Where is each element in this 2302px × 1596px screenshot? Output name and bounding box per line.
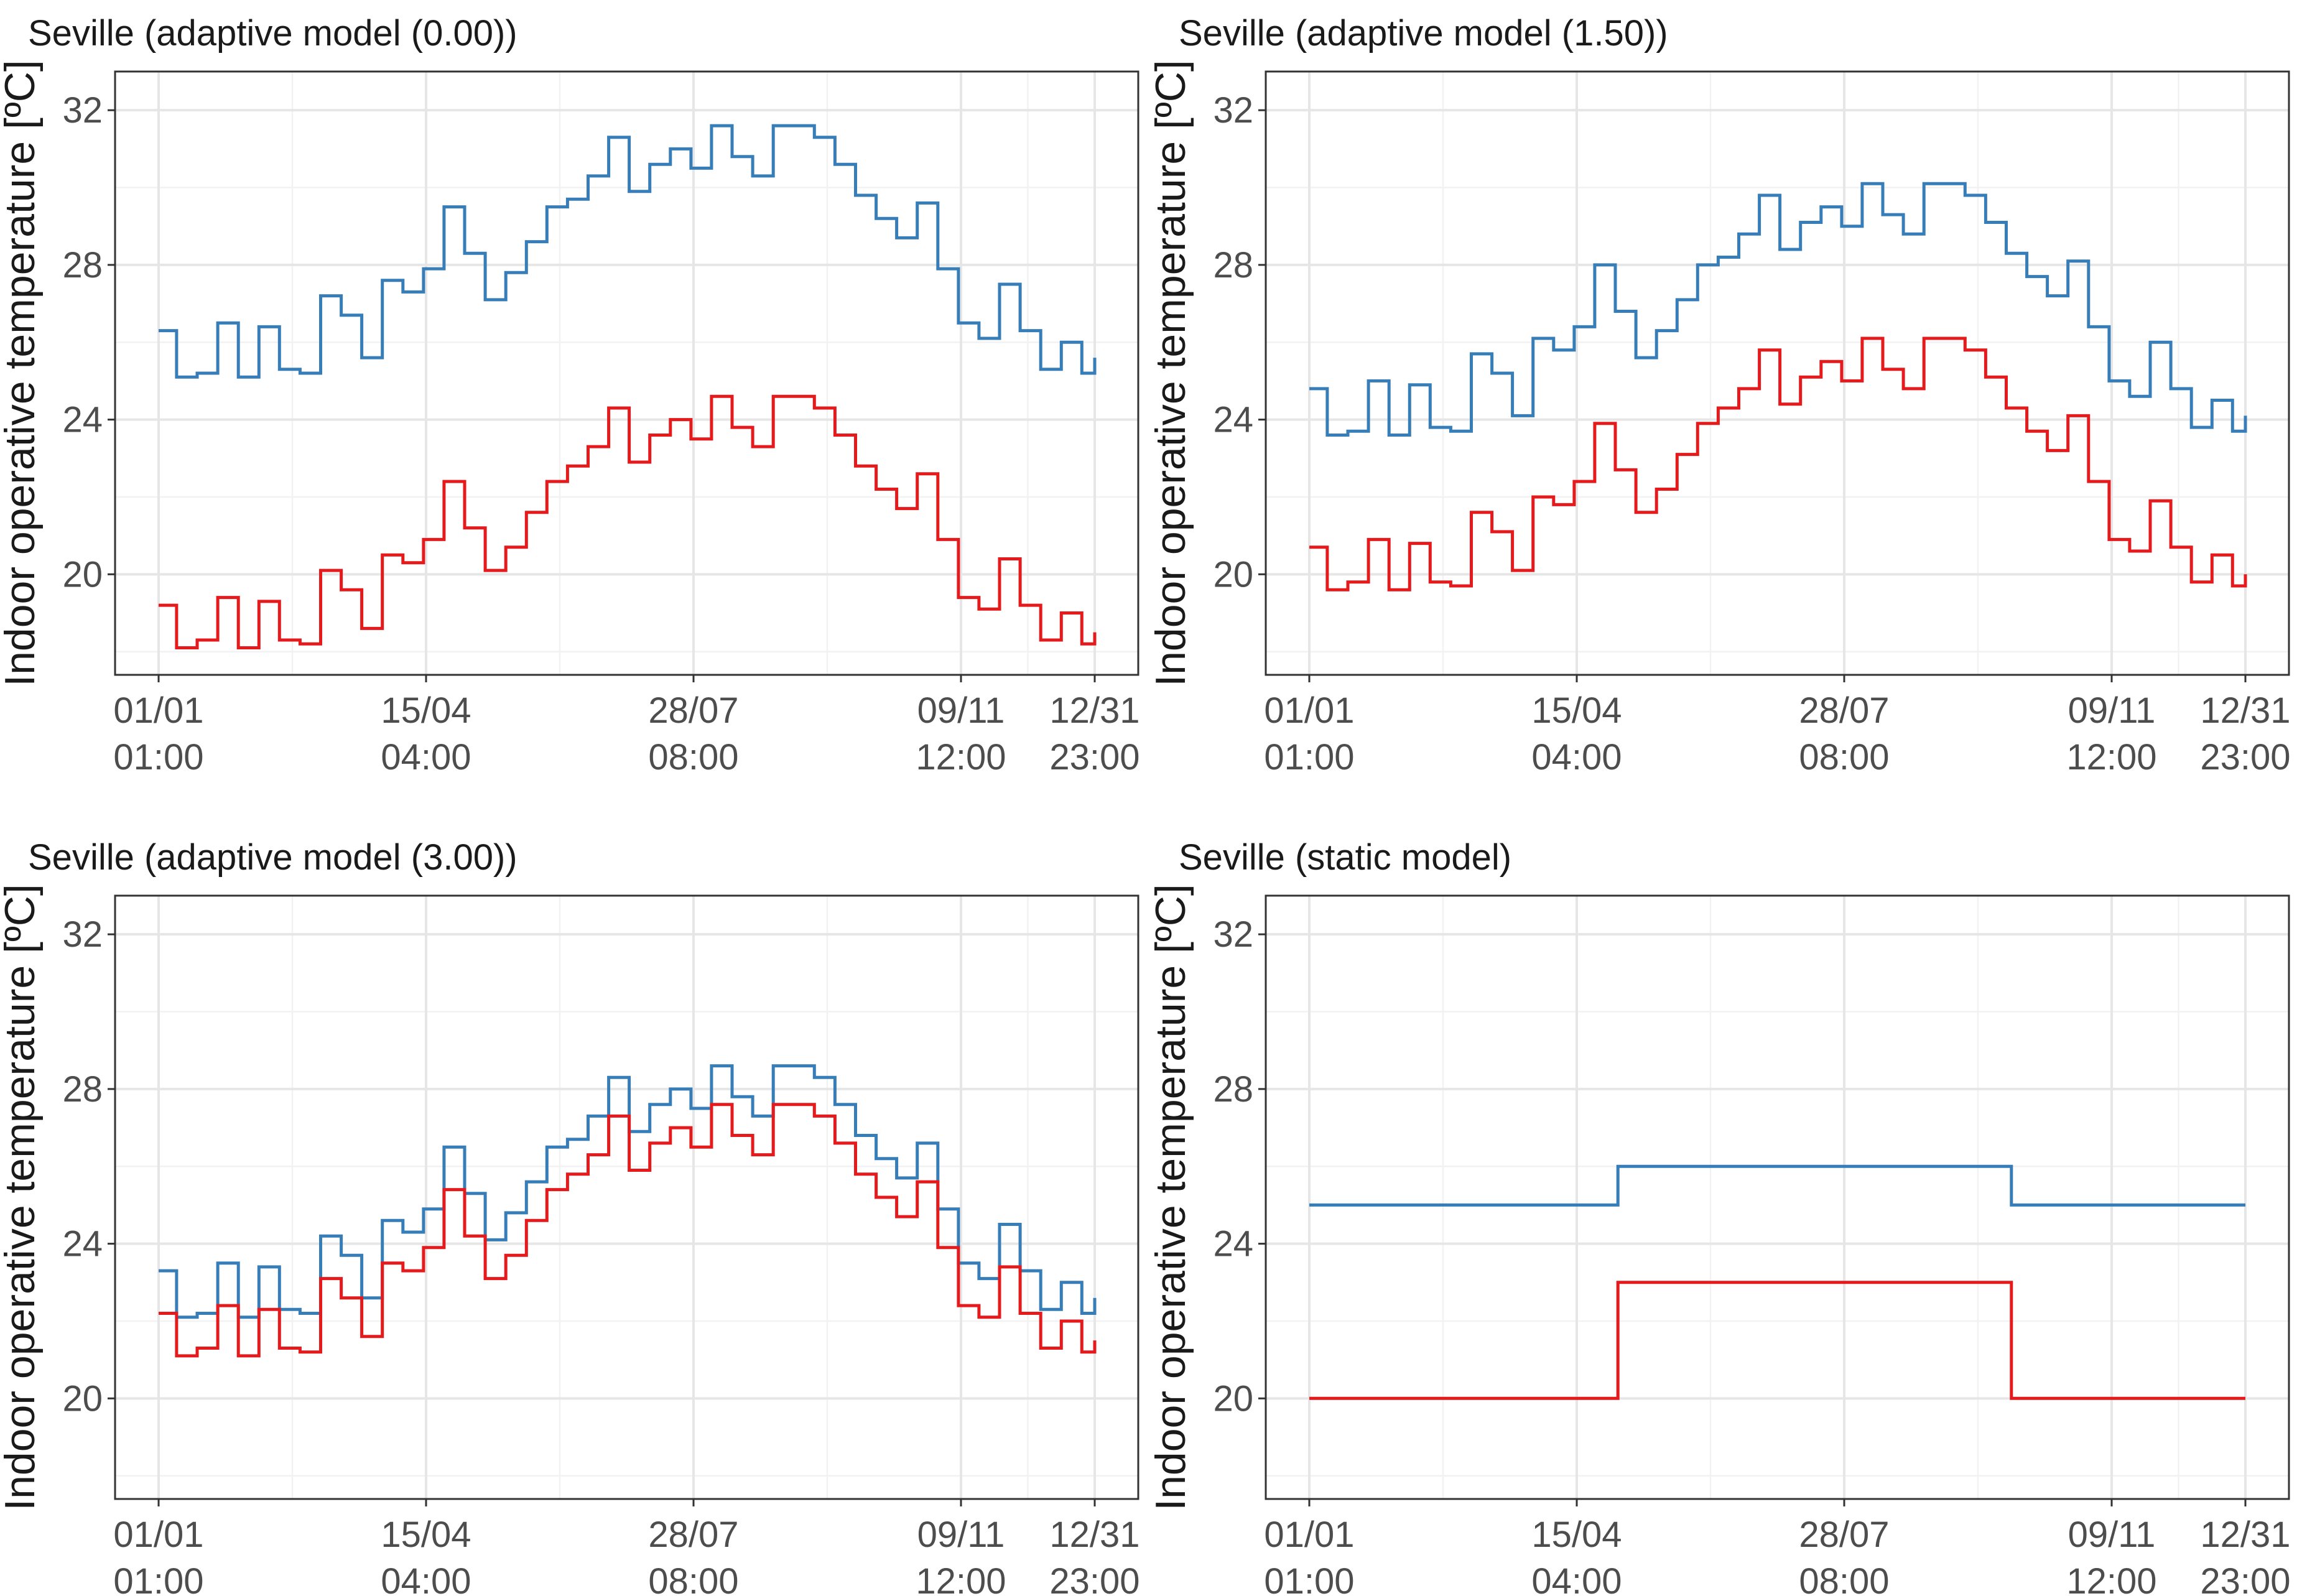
x-tick-label-time: 08:00 — [1799, 1561, 1889, 1596]
x-tick-label-time: 12:00 — [2066, 1561, 2156, 1596]
x-tick-label-time: 04:00 — [1531, 1561, 1622, 1596]
x-tick-label-time: 23:00 — [1049, 737, 1139, 777]
x-tick-label-time: 08:00 — [648, 1561, 738, 1596]
y-axis-label: Indoor operative temperature [ºC] — [0, 884, 44, 1511]
series-line-lower — [1309, 336, 2247, 592]
x-tick-label-date: 15/04 — [381, 690, 471, 731]
panel-frame — [114, 70, 1139, 676]
x-tick-label-date: 09/11 — [2068, 690, 2156, 731]
y-tick-label: 28 — [1213, 1069, 1253, 1110]
panel-title: Seville (static model) — [1179, 837, 1511, 878]
y-tick-label: 20 — [62, 1378, 103, 1419]
panel-frame — [1265, 894, 2290, 1500]
y-axis-label: Indoor operative temperature [ºC] — [1147, 884, 1194, 1511]
x-tick-label-date: 09/11 — [2068, 1515, 2156, 1555]
x-tick-label-date: 28/07 — [648, 1515, 738, 1555]
panel-frame — [1265, 70, 2290, 676]
series-line-lower — [159, 1103, 1097, 1358]
x-tick-label-time: 23:00 — [2200, 737, 2290, 777]
x-tick-label-date: 12/31 — [1049, 690, 1139, 731]
panel-title: Seville (adaptive model (1.50)) — [1179, 13, 1668, 53]
x-tick-label-time: 08:00 — [648, 737, 738, 777]
x-tick-label-date: 15/04 — [381, 1515, 471, 1555]
x-tick-label-date: 15/04 — [1531, 1515, 1622, 1555]
y-axis-label: Indoor operative temperature [ºC] — [1147, 60, 1194, 687]
series-line-lower — [1309, 1281, 2245, 1400]
x-tick-label-time: 01:00 — [1264, 737, 1354, 777]
x-tick-label-time: 01:00 — [113, 1561, 203, 1596]
x-tick-label-date: 01/01 — [1264, 690, 1354, 731]
panel-title: Seville (adaptive model (3.00)) — [28, 837, 517, 878]
panel-title: Seville (adaptive model (0.00)) — [28, 13, 517, 53]
panel-frame — [114, 894, 1139, 1500]
x-tick-label-time: 01:00 — [113, 737, 203, 777]
y-tick-label: 32 — [62, 90, 103, 131]
x-tick-label-time: 08:00 — [1799, 737, 1889, 777]
x-tick-label-date: 01/01 — [113, 690, 203, 731]
series-line-upper — [1309, 1164, 2245, 1207]
panel-static: Seville (static model) 20 24 28 32 01/01 01:00… — [1147, 837, 2291, 1596]
y-tick-label: 32 — [1213, 90, 1253, 131]
x-tick-label-time: 04:00 — [381, 737, 471, 777]
x-tick-label-time: 01:00 — [1264, 1561, 1354, 1596]
x-tick-label-time: 12:00 — [2066, 737, 2156, 777]
x-tick-label-date: 09/11 — [917, 1515, 1005, 1555]
x-tick-label-time: 12:00 — [916, 737, 1006, 777]
y-tick-label: 20 — [1213, 554, 1253, 595]
y-tick-label: 20 — [1213, 1378, 1253, 1419]
x-tick-label-time: 23:00 — [2200, 1561, 2290, 1596]
y-tick-label: 28 — [1213, 245, 1253, 285]
x-tick-label-date: 01/01 — [113, 1515, 203, 1555]
y-axis-label: Indoor operative temperature [ºC] — [0, 60, 44, 687]
y-tick-label: 24 — [1213, 1224, 1253, 1264]
panel-adaptive-0-00: Seville (adaptive model (0.00)) 20 24 28 32 0… — [0, 13, 1140, 777]
x-tick-label-time: 23:00 — [1049, 1561, 1139, 1596]
panel-adaptive-3-00: Seville (adaptive model (3.00)) 20 24 28 32 0… — [0, 837, 1140, 1596]
x-tick-label-time: 12:00 — [916, 1561, 1006, 1596]
x-tick-label-date: 28/07 — [1799, 690, 1889, 731]
x-tick-label-time: 04:00 — [1531, 737, 1622, 777]
x-tick-label-date: 28/07 — [1799, 1515, 1889, 1555]
x-tick-label-date: 12/31 — [2200, 690, 2290, 731]
y-tick-label: 32 — [1213, 914, 1253, 955]
y-tick-label: 24 — [62, 1224, 103, 1264]
series-line-upper — [1309, 182, 2247, 437]
y-tick-label: 20 — [62, 554, 103, 595]
y-tick-label: 24 — [1213, 400, 1253, 440]
y-tick-label: 28 — [62, 1069, 103, 1110]
x-tick-label-date: 28/07 — [648, 690, 738, 731]
x-tick-label-date: 09/11 — [917, 690, 1005, 731]
x-tick-label-time: 04:00 — [381, 1561, 471, 1596]
y-tick-label: 28 — [62, 245, 103, 285]
y-tick-label: 24 — [62, 400, 103, 440]
series-line-lower — [159, 394, 1097, 649]
x-tick-label-date: 12/31 — [1049, 1515, 1139, 1555]
panel-adaptive-1-50: Seville (adaptive model (1.50)) 20 24 28 32 0… — [1147, 13, 2291, 777]
x-tick-label-date: 12/31 — [2200, 1515, 2290, 1555]
x-tick-label-date: 01/01 — [1264, 1515, 1354, 1555]
series-line-upper — [159, 124, 1097, 379]
x-tick-label-date: 15/04 — [1531, 690, 1622, 731]
y-tick-label: 32 — [62, 914, 103, 955]
series-line-upper — [159, 1064, 1097, 1319]
